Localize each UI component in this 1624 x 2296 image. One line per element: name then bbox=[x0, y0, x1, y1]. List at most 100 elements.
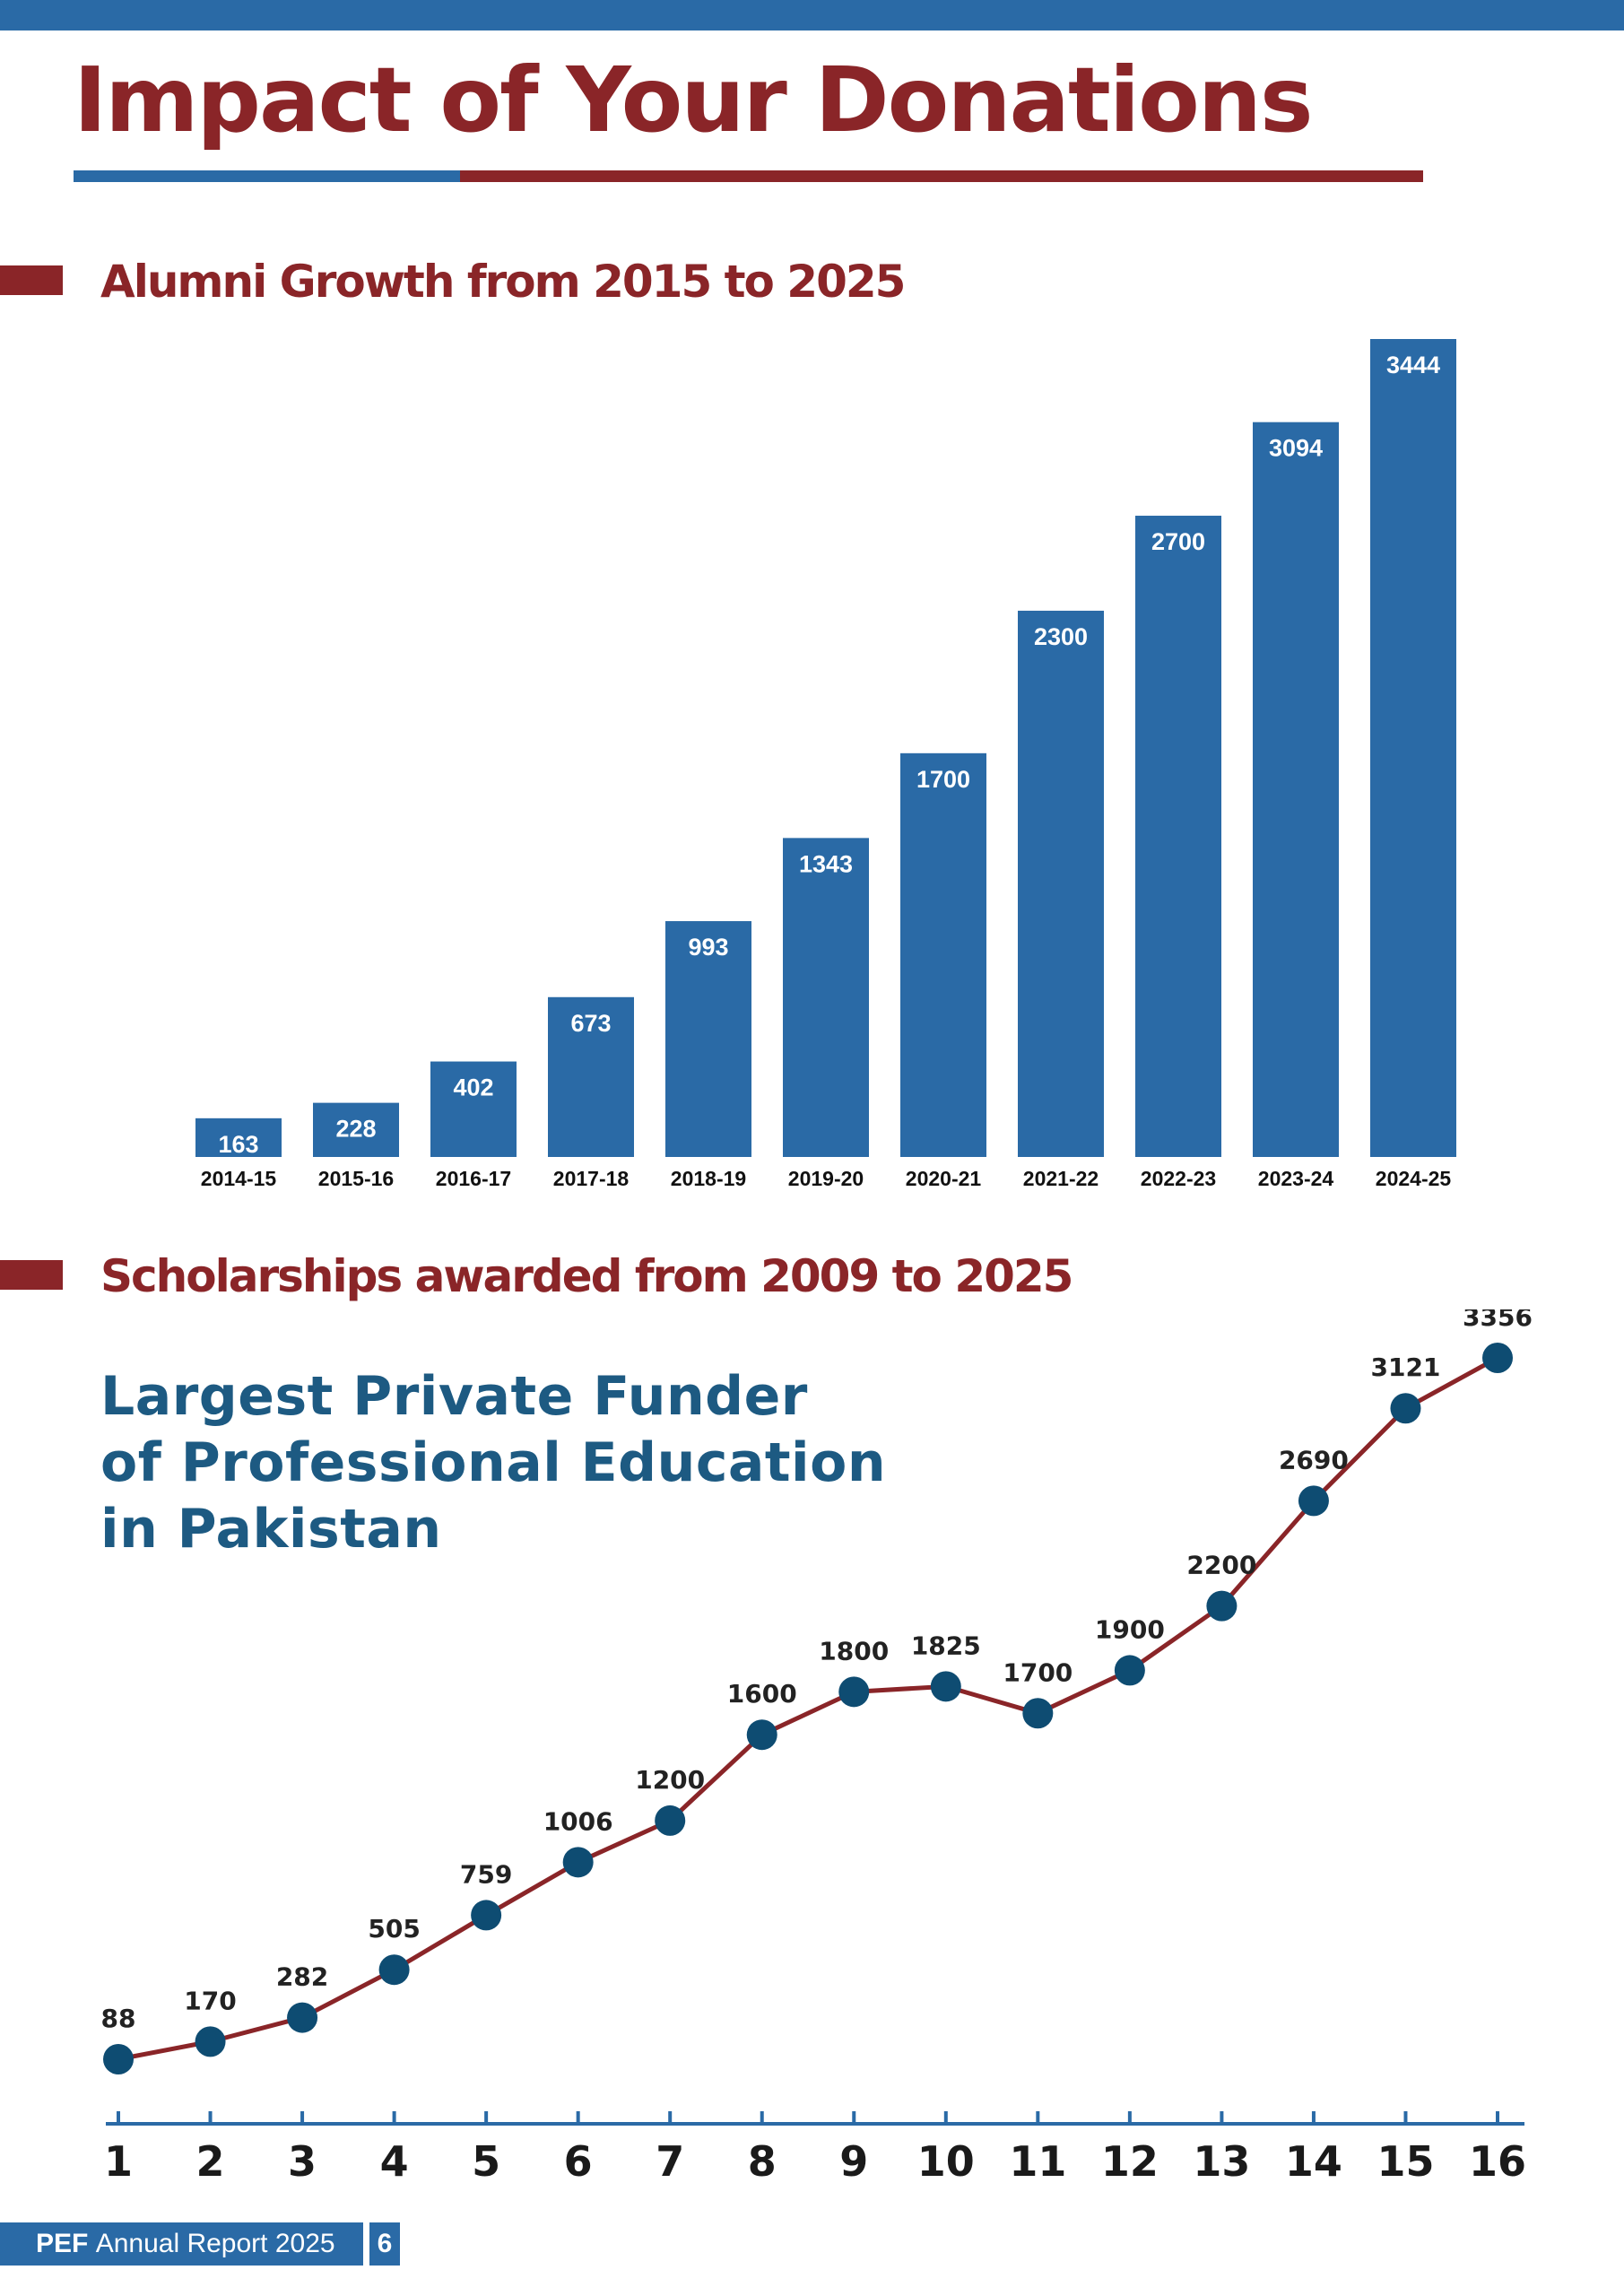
x-tick-label: 11 bbox=[1009, 2137, 1066, 2186]
bar-2023-24 bbox=[1253, 422, 1339, 1157]
data-point-2 bbox=[195, 2026, 226, 2057]
tagline-line-2: of Professional Education bbox=[100, 1431, 887, 1494]
bar-2020-21 bbox=[900, 752, 986, 1157]
x-tick-label: 16 bbox=[1469, 2137, 1526, 2186]
bar-value-label: 3094 bbox=[1269, 435, 1323, 462]
data-point-11 bbox=[1022, 1698, 1054, 1729]
title-underline-red bbox=[460, 170, 1423, 182]
point-value-label: 1800 bbox=[819, 1636, 889, 1665]
bar-category-label: 2021-22 bbox=[1023, 1167, 1099, 1190]
line-chart-series bbox=[103, 1343, 1513, 2074]
bar-2024-25 bbox=[1370, 339, 1456, 1157]
point-value-label: 1900 bbox=[1095, 1614, 1165, 1644]
data-point-10 bbox=[930, 1671, 961, 1702]
data-point-8 bbox=[746, 1719, 777, 1751]
bar-category-label: 2018-19 bbox=[671, 1167, 746, 1190]
tagline-line-1: Largest Private Funder bbox=[100, 1365, 808, 1428]
bar-2019-20 bbox=[783, 838, 869, 1157]
bar-2017-18 bbox=[548, 996, 634, 1157]
bar-category-label: 2015-16 bbox=[318, 1167, 394, 1190]
point-value-label: 3356 bbox=[1463, 1309, 1533, 1332]
title-underline-blue bbox=[74, 170, 460, 182]
data-point-6 bbox=[562, 1847, 594, 1878]
bar-value-label: 163 bbox=[218, 1131, 258, 1158]
data-point-13 bbox=[1206, 1590, 1238, 1622]
alumni-bar-chart: 163228402673993134317002300270030943444 … bbox=[195, 339, 1456, 1190]
bar-chart-category-labels: 2014-15 2015-16 2016-17 2017-18 2018-19 2019-… bbox=[201, 1167, 1452, 1190]
bar-value-label: 1343 bbox=[799, 850, 853, 877]
bar-value-label: 228 bbox=[335, 1116, 376, 1143]
x-tick-label: 10 bbox=[917, 2137, 975, 2186]
top-accent-bar bbox=[0, 0, 1624, 30]
footer-brand: PEF bbox=[36, 2229, 89, 2258]
line-chart-x-axis bbox=[106, 2111, 1524, 2126]
bar-category-label: 2022-23 bbox=[1141, 1167, 1216, 1190]
line-chart-data-labels: 88 170 282 505 759 1006 1200 1600 1800 1825 1700 19… bbox=[101, 1309, 1533, 2033]
bar-value-label: 993 bbox=[688, 934, 728, 961]
x-tick-label: 9 bbox=[839, 2137, 868, 2186]
x-tick-label: 2 bbox=[196, 2137, 225, 2186]
data-point-12 bbox=[1114, 1655, 1145, 1686]
point-value-label: 2200 bbox=[1186, 1551, 1256, 1580]
bar-category-label: 2016-17 bbox=[436, 1167, 511, 1190]
point-value-label: 1825 bbox=[911, 1631, 981, 1660]
point-value-label: 1600 bbox=[727, 1679, 797, 1709]
data-point-3 bbox=[287, 2002, 318, 2033]
x-tick-label: 1 bbox=[104, 2137, 133, 2186]
point-value-label: 282 bbox=[276, 1962, 328, 1992]
tagline: Largest Private Funder of Professional E… bbox=[100, 1363, 886, 1562]
data-point-16 bbox=[1482, 1343, 1513, 1373]
point-value-label: 2690 bbox=[1279, 1445, 1349, 1474]
bar-value-label: 2700 bbox=[1151, 528, 1205, 555]
bar-category-label: 2019-20 bbox=[788, 1167, 864, 1190]
x-tick-label: 6 bbox=[564, 2137, 593, 2186]
point-value-label: 3121 bbox=[1370, 1352, 1440, 1382]
footer-report-name: Annual Report 2025 bbox=[95, 2229, 335, 2258]
scholarship-section-marker bbox=[0, 1260, 63, 1290]
bar-category-label: 2020-21 bbox=[906, 1167, 982, 1190]
bar-chart-data-labels: 163 228 402 673 993 1343 1700 2300 2700 3094 3444 bbox=[218, 352, 1440, 1158]
point-value-label: 1006 bbox=[543, 1806, 613, 1836]
data-point-1 bbox=[103, 2044, 134, 2074]
bar-2015-16 bbox=[313, 1102, 399, 1157]
data-point-15 bbox=[1390, 1393, 1421, 1424]
bar-2021-22 bbox=[1018, 610, 1104, 1157]
data-point-5 bbox=[471, 1900, 502, 1931]
x-tick-label: 13 bbox=[1193, 2137, 1250, 2186]
page-title: Impact of Your Donations bbox=[74, 48, 1314, 152]
bar-category-label: 2017-18 bbox=[553, 1167, 630, 1190]
tagline-line-3: in Pakistan bbox=[100, 1498, 442, 1561]
data-point-14 bbox=[1298, 1485, 1329, 1517]
point-value-label: 505 bbox=[368, 1914, 420, 1944]
alumni-section-title: Alumni Growth from 2015 to 2025 bbox=[100, 256, 906, 308]
x-tick-label: 8 bbox=[748, 2137, 777, 2186]
data-point-7 bbox=[655, 1805, 686, 1836]
bar-value-label: 1700 bbox=[916, 766, 970, 793]
point-value-label: 1700 bbox=[1003, 1657, 1073, 1687]
x-tick-label: 15 bbox=[1376, 2137, 1434, 2186]
bar-category-label: 2023-24 bbox=[1258, 1167, 1334, 1190]
bar-value-label: 673 bbox=[570, 1010, 611, 1037]
footer-report-label: PEF Annual Report 2025 bbox=[0, 2222, 363, 2266]
footer-page-number: 6 bbox=[369, 2222, 400, 2266]
point-value-label: 759 bbox=[460, 1859, 512, 1889]
bar-value-label: 402 bbox=[453, 1074, 493, 1101]
bar-2014-15 bbox=[195, 1118, 282, 1157]
data-point-4 bbox=[378, 1954, 410, 1986]
bar-chart-bars bbox=[195, 339, 1456, 1157]
x-tick-label: 14 bbox=[1285, 2137, 1342, 2186]
data-point-9 bbox=[838, 1676, 870, 1708]
line-chart-tick-labels: 1 2 3 4 5 6 7 8 9 10 11 12 13 14 15 16 bbox=[104, 2137, 1526, 2186]
series-line bbox=[117, 1355, 1499, 2062]
x-tick-label: 7 bbox=[656, 2137, 684, 2186]
x-tick-label: 4 bbox=[380, 2137, 409, 2186]
bar-category-label: 2024-25 bbox=[1376, 1167, 1452, 1190]
bar-2022-23 bbox=[1135, 516, 1221, 1157]
bar-2018-19 bbox=[665, 921, 751, 1157]
bar-value-label: 2300 bbox=[1034, 623, 1088, 650]
point-value-label: 1200 bbox=[635, 1765, 705, 1795]
x-tick-label: 3 bbox=[288, 2137, 317, 2186]
scholarship-section-title: Scholarships awarded from 2009 to 2025 bbox=[100, 1250, 1073, 1302]
x-tick-label: 5 bbox=[472, 2137, 500, 2186]
